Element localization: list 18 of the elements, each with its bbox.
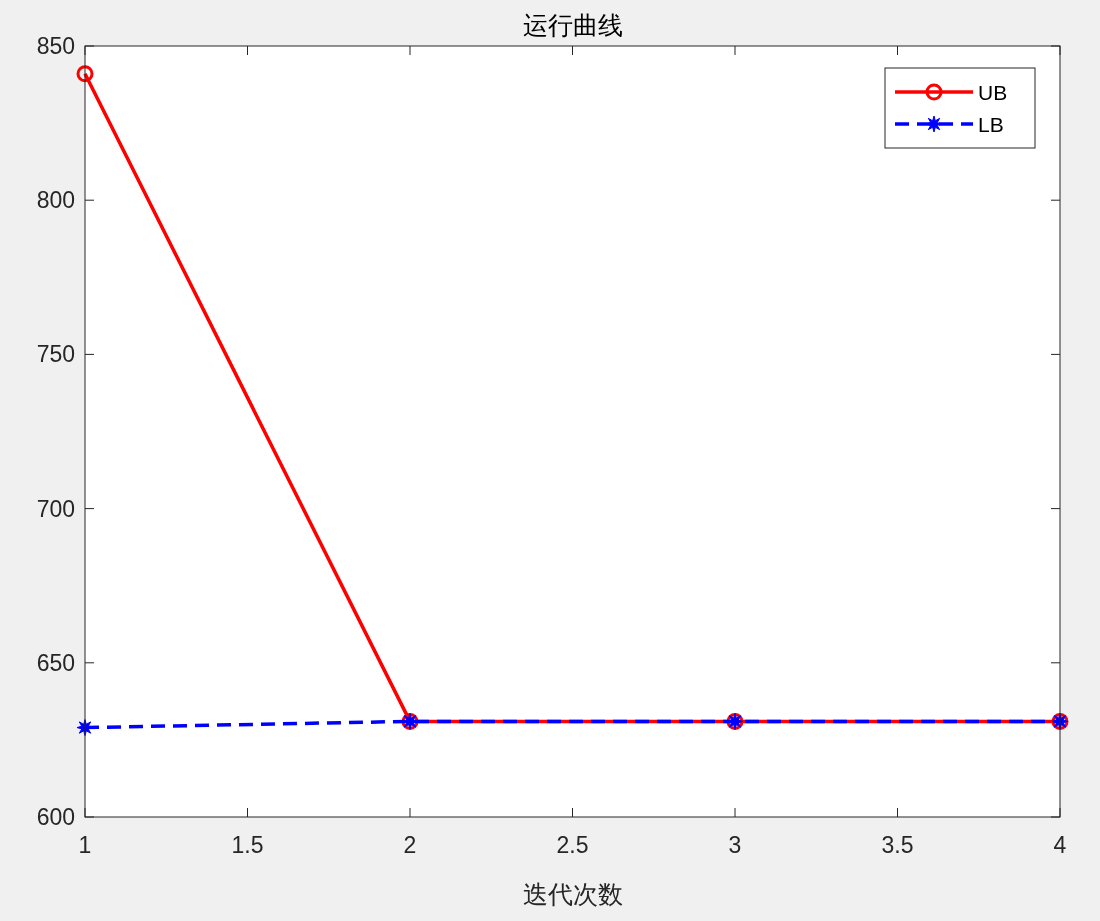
- y-tick-label: 700: [36, 495, 75, 522]
- y-tick-label: 850: [36, 33, 75, 59]
- x-tick-label: 2.5: [556, 832, 589, 858]
- legend-label: UB: [978, 81, 1008, 104]
- x-tick-label: 1: [78, 832, 92, 858]
- y-tick-label: 750: [36, 341, 75, 368]
- x-tick-label: 1.5: [231, 832, 264, 858]
- x-tick-label: 3: [728, 832, 742, 858]
- legend-label: LB: [978, 113, 1004, 136]
- x-tick-label: 2: [403, 832, 417, 858]
- y-tick-label: 600: [36, 804, 75, 830]
- y-tick-label: 650: [36, 649, 75, 676]
- x-tick-label: 4: [1053, 832, 1067, 858]
- point: [76, 65, 94, 83]
- x-tick-label: 3.5: [881, 832, 914, 858]
- chart-title: 运行曲线: [522, 11, 623, 39]
- x-axis-title: 迭代次数: [522, 880, 623, 908]
- y-tick-label: 800: [36, 187, 75, 214]
